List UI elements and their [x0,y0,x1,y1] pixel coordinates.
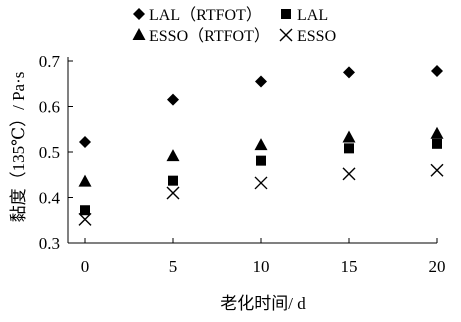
data-points [78,65,444,226]
data-point-series-3 [166,149,180,162]
data-point-series-4 [342,167,356,181]
legend-marker-2 [281,9,291,19]
data-point-series-3 [342,130,356,143]
data-point-series-4 [166,186,180,200]
data-point-series-1 [255,75,267,88]
y-tick-label: 0.5 [39,143,60,162]
legend: LAL（RTFOT） LAL ESSO（RTFOT） ESSO [132,6,336,45]
data-point-series-3 [430,126,444,139]
data-point-series-3 [254,138,268,151]
cross-stroke [78,212,92,226]
y-axis-label: 黏度（135℃）/ Pa·s [9,72,28,223]
cross-stroke [254,176,268,190]
cross-stroke [342,167,356,181]
x-tick-label: 0 [81,257,90,276]
data-point-series-1 [431,65,443,78]
x-tick-label: 15 [341,257,358,276]
data-point-series-1 [343,66,355,79]
data-point-series-4 [78,212,92,226]
y-tick-label: 0.6 [39,98,60,117]
cross-stroke [166,186,180,200]
x-axis-label: 老化时间/ d [220,294,306,313]
data-point-series-2 [168,175,178,186]
data-point-series-4 [430,163,444,177]
data-point-series-3 [78,174,92,187]
x-tick-label: 20 [429,257,446,276]
legend-label-4: ESSO [297,28,336,45]
cross-stroke [430,163,444,177]
data-point-series-1 [167,93,179,106]
data-point-series-2 [432,138,442,149]
legend-marker-1 [133,8,145,20]
data-point-series-2 [344,143,354,154]
y-tick-label: 0.4 [39,189,61,208]
y-tick-label: 0.3 [39,234,60,253]
legend-marker-3 [132,28,146,40]
data-point-series-4 [254,176,268,190]
data-point-series-2 [80,205,90,216]
axes [67,57,438,244]
legend-label-1: LAL（RTFOT） [149,6,262,24]
x-tick-label: 10 [253,257,270,276]
cross-stroke [279,28,293,42]
legend-label-3: ESSO（RTFOT） [149,27,270,45]
legend-label-2: LAL [297,7,328,24]
y-tick-label: 0.7 [39,52,61,71]
data-point-series-1 [79,135,91,148]
tick-labels: 0.3 0.4 0.5 0.6 0.7 0 5 10 15 20 [39,52,446,276]
legend-marker-4 [279,28,293,42]
data-point-series-2 [256,155,266,166]
x-tick-label: 5 [169,257,178,276]
